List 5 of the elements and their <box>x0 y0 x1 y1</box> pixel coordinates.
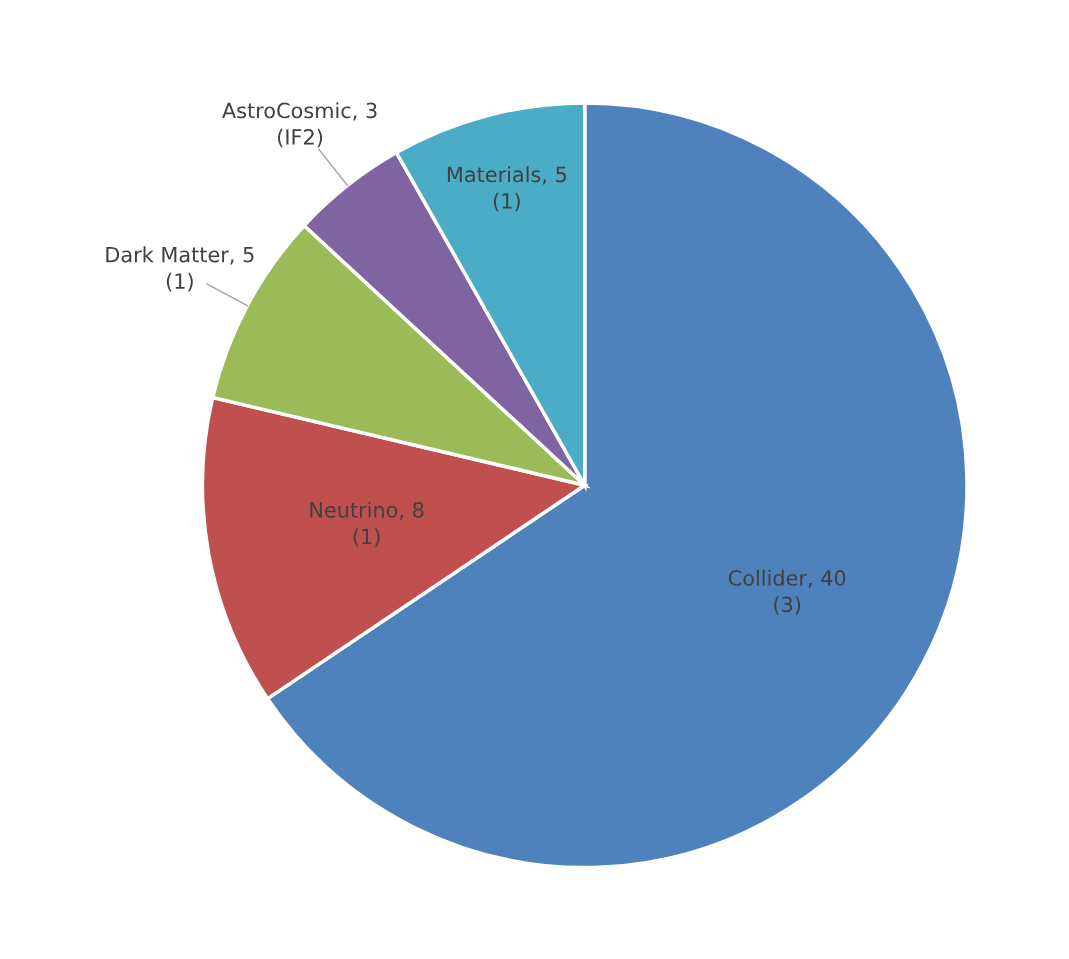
slice-label: Collider, 40 (3) <box>728 569 846 615</box>
slice-label: Materials, 5 (1) <box>447 166 567 212</box>
slice-label: Dark Matter, 5 (1) <box>106 246 254 292</box>
slice-label: Neutrino, 8 (1) <box>310 501 424 547</box>
slice-label: AstroCosmic, 3 (IF2) <box>222 102 377 148</box>
